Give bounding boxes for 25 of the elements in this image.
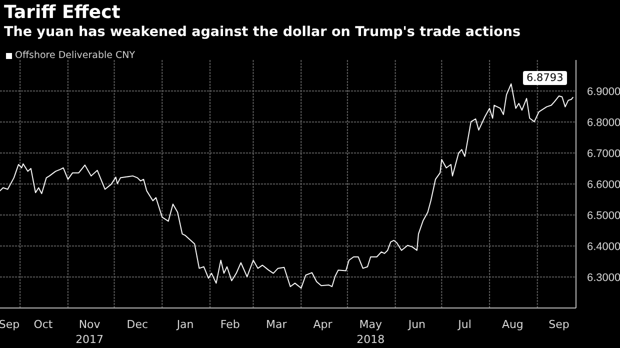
y-tick-label: 6.3000 [587,272,620,284]
x-tick-label: Aug [502,318,524,331]
y-tick-label: 6.4000 [587,241,620,253]
y-tick-label: 6.8000 [587,117,620,129]
y-tick-label: 6.9000 [587,86,620,98]
y-tick-label: 6.5000 [587,210,620,222]
chart-subtitle: The yuan has weakened against the dollar on Trump's trade actions [4,24,521,40]
x-tick-label: Jul [457,318,472,331]
x-tick-label: Oct [34,318,54,331]
x-tick-label: Apr [313,318,333,331]
line-series [0,83,574,289]
chart-title: Tariff Effect [4,2,120,23]
x-tick-label: Nov 2017 [76,318,104,346]
x-tick-label: Sep [548,318,570,331]
x-tick-label: Dec [126,318,148,331]
x-tick-label: Mar [266,318,288,331]
legend-label: Offshore Deliverable CNY [15,50,136,61]
x-tick-label: Jun [407,318,426,331]
x-tick-label: Feb [220,318,240,331]
x-tick-label: Sep [0,318,20,331]
annotation: 6.8793 [522,71,567,86]
x-tick-label: Jan [176,318,194,331]
y-tick-label: 6.6000 [587,179,620,191]
y-tick-label: 6.7000 [587,148,620,160]
x-tick-label: May 2018 [356,318,385,346]
